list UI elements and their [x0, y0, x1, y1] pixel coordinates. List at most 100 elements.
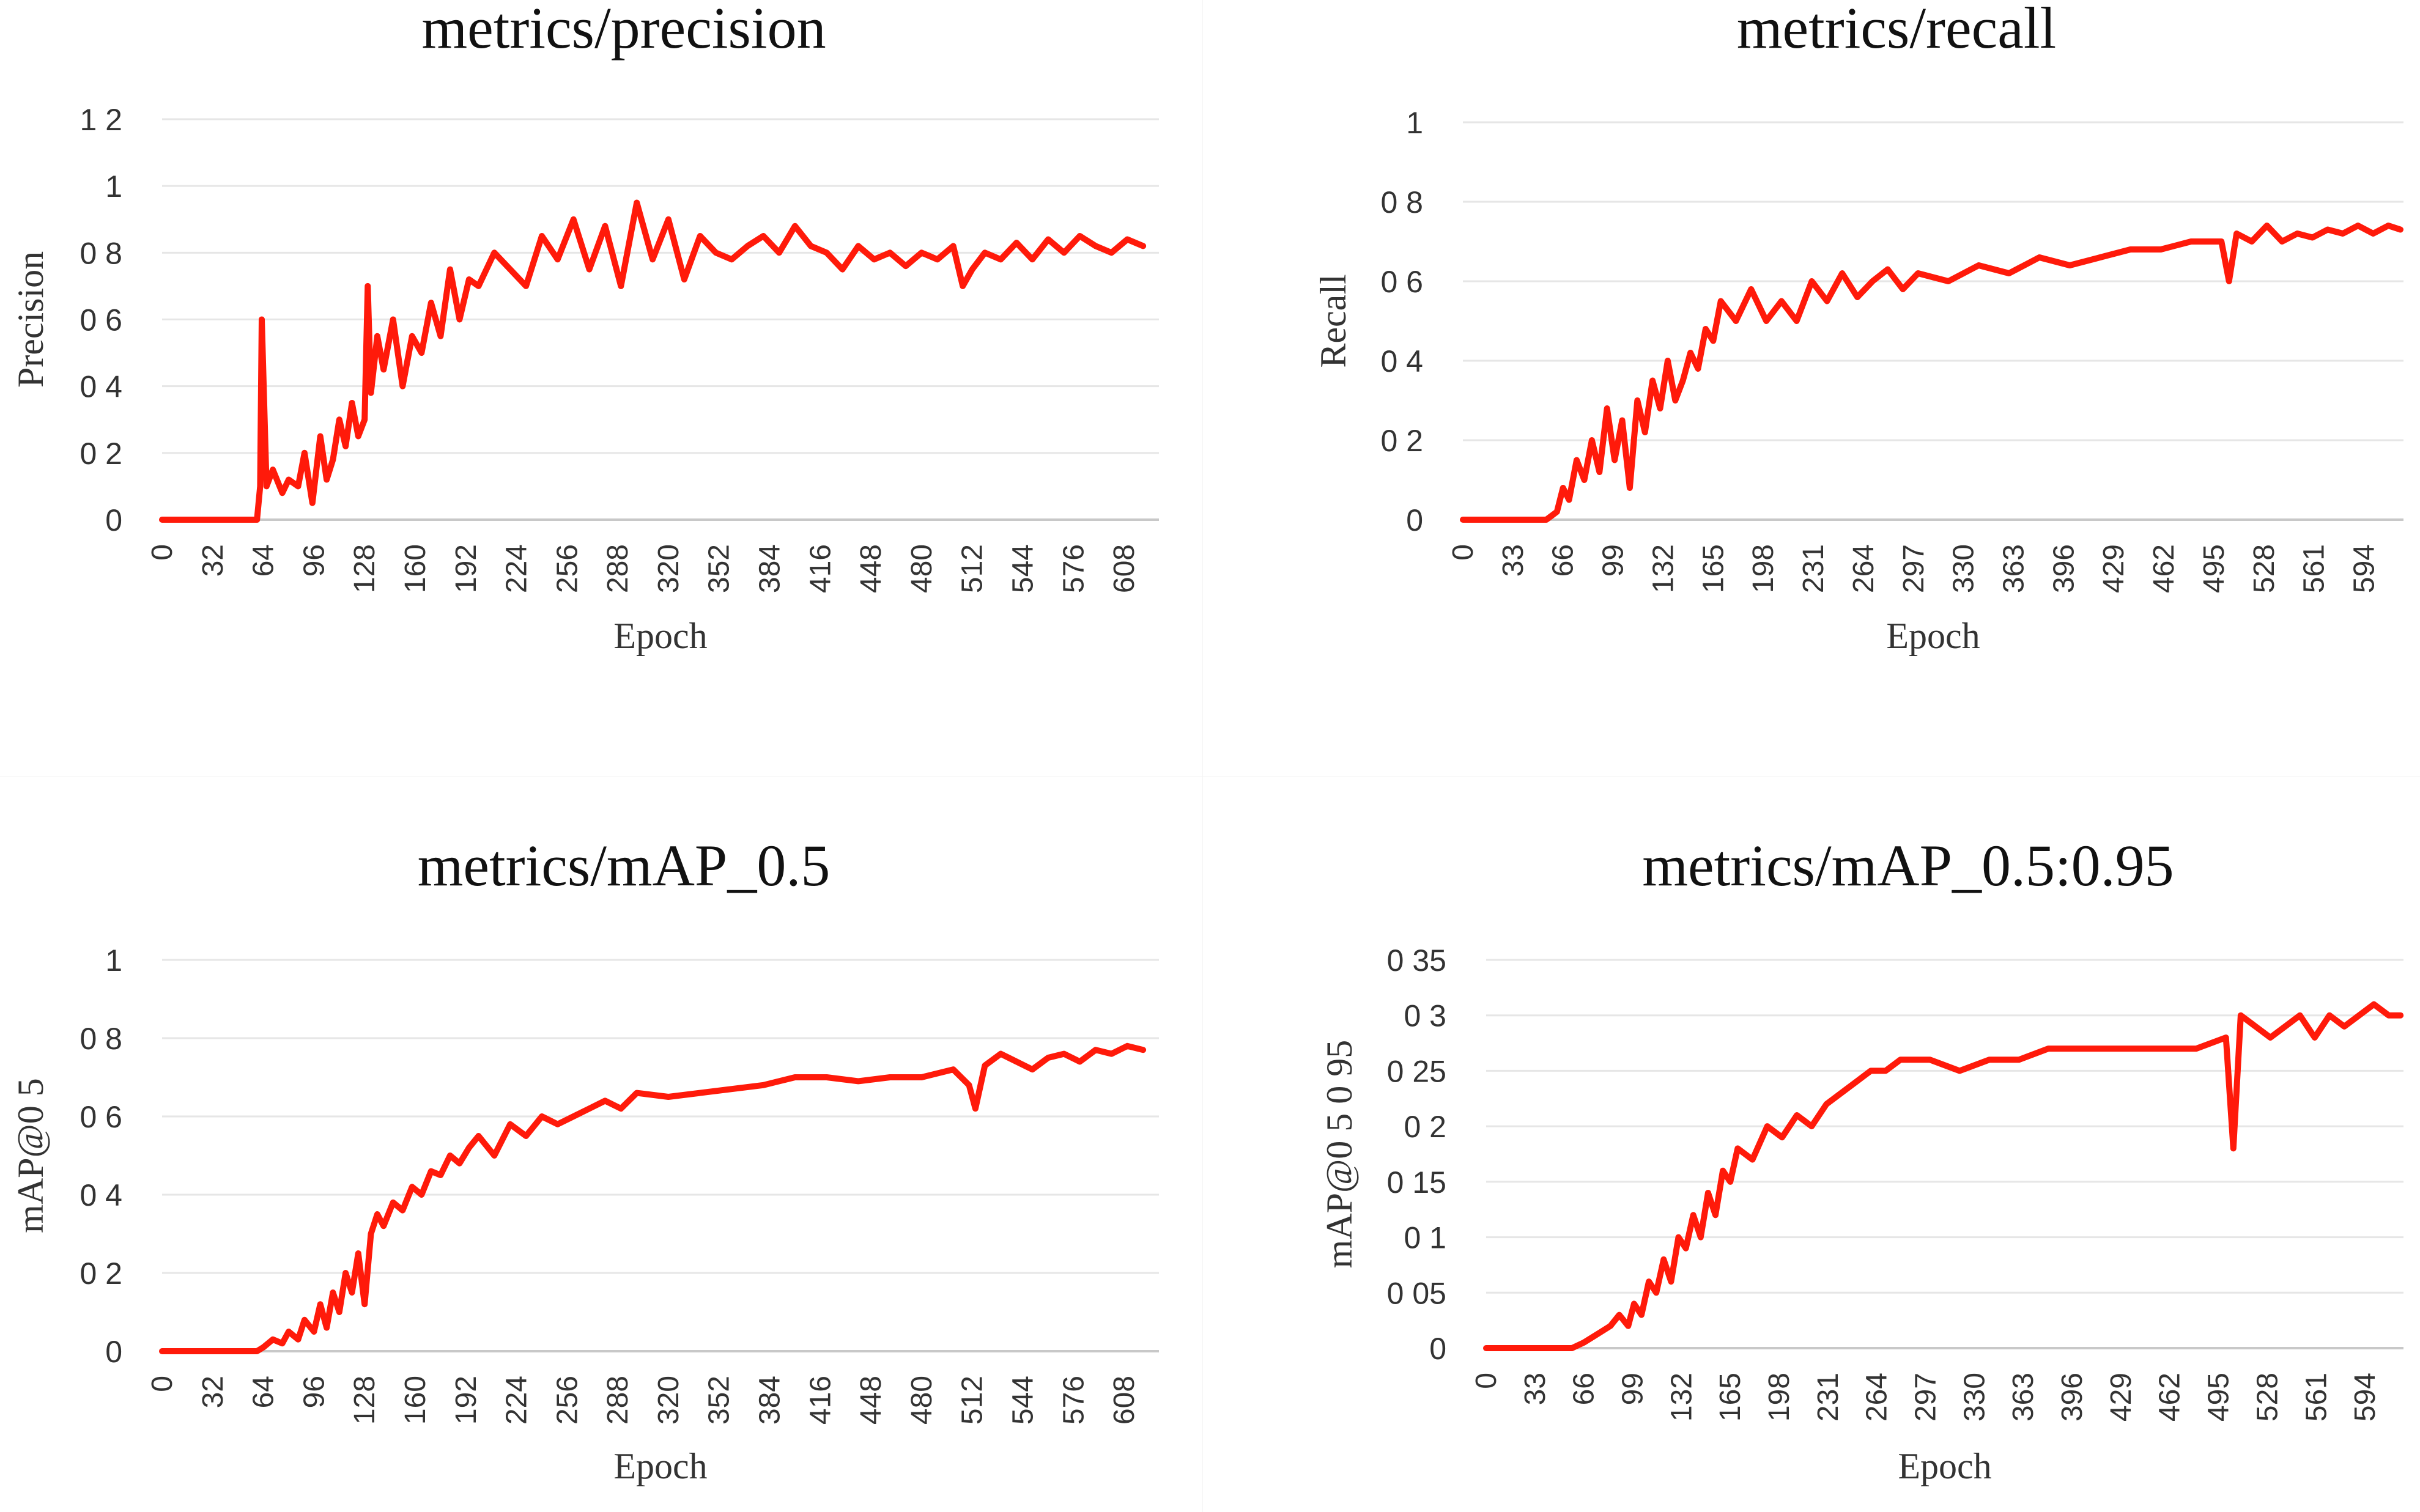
y-tick-label-3: 0 6 — [80, 1100, 122, 1134]
x-tick-label-384: 384 — [754, 544, 786, 593]
x-tick-label-429: 429 — [2098, 544, 2130, 593]
x-tick-label-99: 99 — [1617, 1373, 1649, 1405]
series-line-precision — [159, 199, 1147, 523]
x-tick-label-320: 320 — [653, 1376, 685, 1425]
y-tick-label-4: 0 8 — [80, 236, 122, 270]
y-tick-label-7: 0 35 — [1387, 943, 1446, 978]
y-tick-label-4: 0 2 — [1404, 1110, 1446, 1144]
panel-divider-horizontal — [0, 776, 2420, 777]
x-tick-label-231: 231 — [1797, 544, 1830, 593]
x-tick-label-160: 160 — [399, 544, 432, 593]
y-tick-label-2: 0 1 — [1404, 1221, 1446, 1255]
x-tick-label-0: 0 — [146, 544, 179, 561]
y-tick-label-5: 1 — [105, 169, 122, 204]
x-tick-label-544: 544 — [1007, 544, 1039, 593]
map5095-chart: metrics/mAP_0.5:0.95 0 0 05 0 1 0 15 0 2 0 25 0… — [1319, 833, 2404, 1486]
x-tick-label-576: 576 — [1057, 544, 1090, 593]
x-tick-label-231: 231 — [1812, 1373, 1845, 1422]
x-tick-label-320: 320 — [653, 544, 685, 593]
x-tick-label-512: 512 — [957, 544, 989, 593]
x-tick-label-480: 480 — [906, 544, 938, 593]
x-tick-label-99: 99 — [1597, 544, 1630, 577]
x-tick-label-256: 256 — [551, 544, 583, 593]
y-axis-label: mAP@0 5 — [10, 1078, 51, 1233]
x-tick-label-132: 132 — [1665, 1373, 1698, 1422]
x-tick-label-66: 66 — [1547, 544, 1580, 577]
x-tick-label-128: 128 — [349, 544, 381, 593]
x-tick-label-192: 192 — [450, 1376, 483, 1425]
x-tick-label-495: 495 — [2203, 1373, 2235, 1422]
y-tick-label-5: 0 25 — [1387, 1054, 1446, 1088]
x-tick-label-96: 96 — [298, 544, 330, 577]
y-tick-label-1: 0 2 — [80, 437, 122, 471]
recall-chart: metrics/recall 0 0 2 0 4 0 6 0 8 1 0 33 66 99 132 16… — [1313, 0, 2403, 656]
x-tick-label-396: 396 — [2048, 544, 2080, 593]
x-tick-label-64: 64 — [248, 1376, 280, 1408]
y-tick-label-0: 0 — [1429, 1332, 1446, 1366]
y-tick-label-2: 0 4 — [80, 370, 122, 404]
x-tick-label-512: 512 — [957, 1376, 989, 1425]
chart-panel-map5095: metrics/mAP_0.5:0.95 0 0 05 0 1 0 15 0 2 0 25 0… — [1203, 777, 2420, 1512]
x-tick-label-363: 363 — [2007, 1373, 2040, 1422]
y-tick-label-0: 0 — [105, 1335, 122, 1369]
x-tick-label-132: 132 — [1647, 544, 1679, 593]
x-tick-label-480: 480 — [906, 1376, 938, 1425]
chart-panel-map50: metrics/mAP_0.5 0 0 2 0 4 0 6 0 8 1 0 32 64 96 128 1… — [0, 777, 1202, 1512]
x-tick-label-264: 264 — [1848, 544, 1880, 593]
x-tick-label-96: 96 — [298, 1376, 330, 1408]
y-tick-label-2: 0 4 — [1380, 344, 1423, 378]
x-axis-label: Epoch — [1898, 1446, 1991, 1486]
x-tick-label-462: 462 — [2154, 1373, 2186, 1422]
chart-panel-precision: metrics/precision 0 0 2 0 4 0 6 0 8 1 1 2 0 32 64 9… — [0, 0, 1202, 776]
precision-chart: metrics/precision 0 0 2 0 4 0 6 0 8 1 1 2 0 32 64 9… — [10, 0, 1159, 656]
x-tick-label-363: 363 — [1997, 544, 2030, 593]
y-axis-label: mAP@0 5 0 95 — [1319, 1040, 1360, 1269]
x-tick-label-448: 448 — [855, 544, 887, 593]
x-tick-label-594: 594 — [2348, 544, 2381, 593]
x-tick-label-462: 462 — [2148, 544, 2180, 593]
series-line-recall — [1460, 223, 2403, 523]
x-tick-label-352: 352 — [703, 544, 736, 593]
x-tick-label-396: 396 — [2056, 1373, 2089, 1422]
y-tick-label-5: 1 — [105, 943, 122, 978]
x-tick-label-528: 528 — [2248, 544, 2281, 593]
x-tick-label-0: 0 — [1447, 544, 1479, 561]
x-tick-label-32: 32 — [197, 544, 229, 577]
x-tick-label-608: 608 — [1108, 1376, 1141, 1425]
x-tick-label-576: 576 — [1057, 1376, 1090, 1425]
x-tick-label-288: 288 — [602, 544, 634, 593]
x-tick-label-165: 165 — [1714, 1373, 1747, 1422]
chart-title: metrics/precision — [421, 0, 826, 61]
y-tick-label-5: 1 — [1406, 106, 1423, 140]
x-tick-label-352: 352 — [703, 1376, 736, 1425]
y-tick-label-3: 0 15 — [1387, 1165, 1446, 1200]
x-tick-label-224: 224 — [501, 544, 533, 593]
x-tick-label-384: 384 — [754, 1376, 786, 1425]
x-tick-label-561: 561 — [2298, 544, 2331, 593]
y-tick-label-4: 0 8 — [1380, 185, 1423, 219]
x-tick-label-528: 528 — [2251, 1373, 2284, 1422]
x-tick-label-330: 330 — [1948, 544, 1980, 593]
chart-title: metrics/mAP_0.5:0.95 — [1642, 833, 2174, 898]
x-tick-label-544: 544 — [1007, 1376, 1039, 1425]
x-axis-label: Epoch — [613, 616, 707, 656]
x-tick-label-416: 416 — [804, 544, 837, 593]
y-tick-label-0: 0 — [1406, 503, 1423, 537]
y-tick-label-6: 1 2 — [80, 103, 122, 137]
y-tick-label-0: 0 — [105, 503, 122, 537]
x-tick-label-594: 594 — [2349, 1373, 2381, 1422]
series-line-map-0-5 — [159, 1042, 1147, 1354]
y-axis-label: Recall — [1313, 274, 1353, 367]
x-tick-label-330: 330 — [1958, 1373, 1991, 1422]
x-tick-label-264: 264 — [1861, 1373, 1893, 1422]
map50-chart: metrics/mAP_0.5 0 0 2 0 4 0 6 0 8 1 0 32 64 96 128 1… — [10, 833, 1159, 1486]
x-tick-label-33: 33 — [1519, 1373, 1552, 1405]
x-tick-label-128: 128 — [349, 1376, 381, 1425]
x-tick-label-297: 297 — [1898, 544, 1930, 593]
y-tick-label-4: 0 8 — [80, 1022, 122, 1056]
x-tick-label-160: 160 — [399, 1376, 432, 1425]
x-tick-label-198: 198 — [1763, 1373, 1796, 1422]
x-tick-label-288: 288 — [602, 1376, 634, 1425]
x-tick-label-561: 561 — [2300, 1373, 2333, 1422]
x-tick-label-33: 33 — [1497, 544, 1530, 577]
